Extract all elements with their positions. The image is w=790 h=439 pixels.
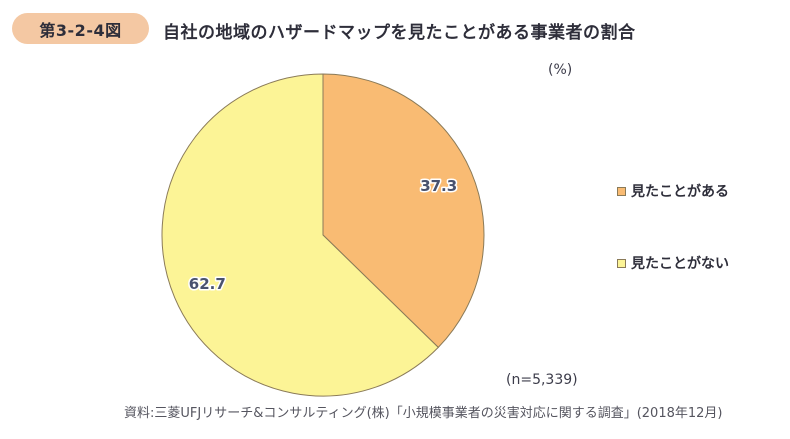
- pie-slice-0: [322, 73, 485, 349]
- legend-item-seen: 見たことがある: [617, 182, 729, 200]
- source-note: 資料:三菱UFJリサーチ&コンサルティング(株)「小規模事業者の災害対応に関する…: [124, 406, 723, 421]
- sample-size-label: (n=5,339): [506, 372, 578, 388]
- figure-title: 自社の地域のハザードマップを見たことがある事業者の割合: [163, 23, 636, 43]
- legend-swatch-not-seen: [617, 258, 626, 268]
- pie-value-label-1: 62.7: [189, 275, 226, 293]
- figure-number-badge: 第3-2-4図: [12, 13, 149, 44]
- percent-unit-label: (%): [548, 62, 573, 78]
- legend-label-seen: 見たことがある: [631, 184, 729, 200]
- chart-legend: 見たことがある 見たことがない: [617, 182, 729, 272]
- legend-label-not-seen: 見たことがない: [631, 256, 729, 272]
- pie-slice-1: [161, 73, 439, 397]
- legend-swatch-seen: [617, 186, 626, 196]
- legend-item-not-seen: 見たことがない: [617, 254, 729, 272]
- pie-chart: 37.3 62.7: [160, 72, 486, 398]
- pie-value-label-0: 37.3: [420, 177, 457, 195]
- pie-chart-svg: 37.3 62.7: [161, 73, 485, 397]
